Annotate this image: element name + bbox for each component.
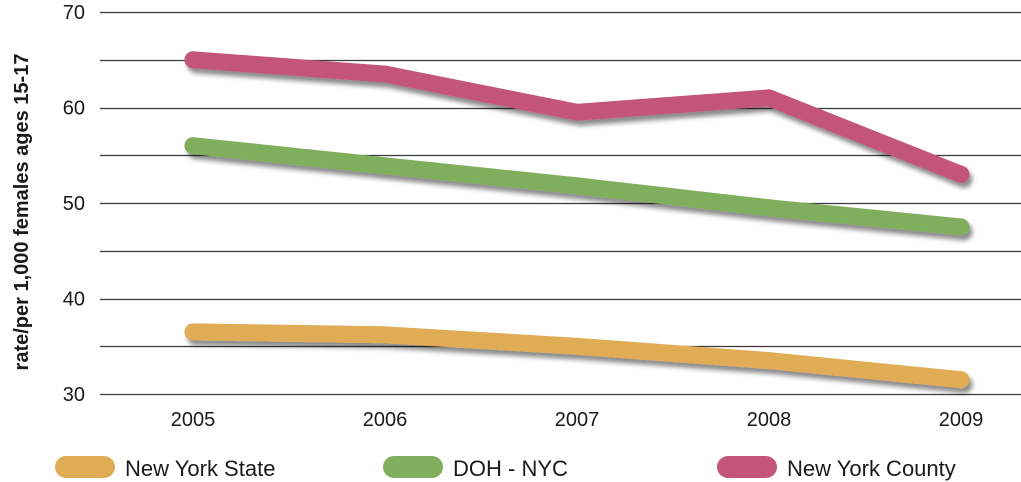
x-tick-label: 2007 [555,409,600,431]
data-point [952,218,970,236]
data-point [760,89,778,107]
y-tick-label: 50 [63,193,85,215]
legend-item: New York County [717,456,956,481]
data-point [568,103,586,121]
y-tick-label: 40 [63,289,85,311]
legend-label: New York State [125,456,275,481]
x-tick-label: 2005 [171,409,216,431]
legend-item: DOH - NYC [383,456,568,481]
y-axis-title: rate/per 1,000 females ages 15-17 [11,54,33,371]
y-tick-labels: 30 40 50 60 70 [63,2,85,406]
x-tick-label: 2006 [363,409,408,431]
y-tick-label: 30 [63,384,85,406]
series-lines [184,51,970,389]
legend: New York State DOH - NYC New York County [55,456,956,481]
legend-swatch [717,456,777,478]
legend-item: New York State [55,456,275,481]
y-tick-label: 60 [63,98,85,120]
series-line-new-york-county [184,51,970,183]
legend-swatch [55,456,115,478]
series-line-new-york-state [184,323,970,389]
data-point [760,352,778,370]
data-point [376,65,394,83]
legend-label: DOH - NYC [453,456,568,481]
data-point [952,371,970,389]
data-point [376,157,394,175]
data-point [568,337,586,355]
x-tick-label: 2008 [747,409,792,431]
data-point [952,165,970,183]
y-tick-label: 70 [63,2,85,24]
data-point [184,51,202,69]
legend-label: New York County [787,456,956,481]
legend-swatch [383,456,443,478]
data-point [568,177,586,195]
series-line-doh-nyc [184,137,970,236]
data-point [184,323,202,341]
x-tick-label: 2009 [939,409,984,431]
data-point [184,137,202,155]
data-point [760,199,778,217]
data-point [376,326,394,344]
x-tick-labels: 2005 2006 2007 2008 2009 [171,409,984,431]
